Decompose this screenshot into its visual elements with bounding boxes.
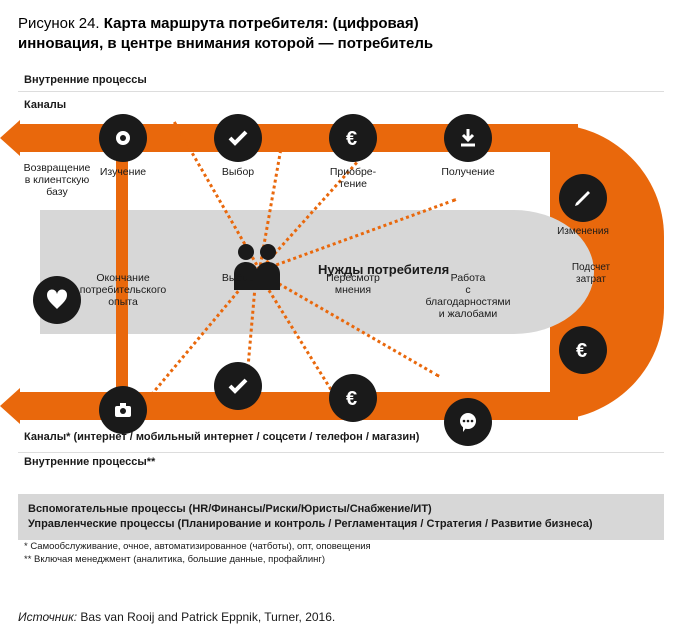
arrow-bottom xyxy=(0,388,20,424)
step-cost: € xyxy=(538,326,628,378)
footnote-2: ** Включая менеджмент (аналитика, больши… xyxy=(24,553,664,566)
step-change: Изменения xyxy=(538,174,628,238)
svg-text:€: € xyxy=(576,340,587,362)
step-end: Окончаниепотребительскогоопыта xyxy=(78,350,168,438)
step-return: Возвращениев клиентскуюбазу xyxy=(12,240,102,328)
people-icon xyxy=(226,238,290,302)
process-line1: Вспомогательные процессы (HR/Финансы/Рис… xyxy=(28,502,654,517)
arrow-top xyxy=(0,120,20,156)
check-icon xyxy=(214,362,262,410)
figure-number: Рисунок 24. xyxy=(18,15,100,32)
step-return-label: Возвращениев клиентскуюбазу xyxy=(12,162,102,198)
heart-icon xyxy=(33,276,81,324)
band-inner-bottom: Внутренние процессы** xyxy=(18,452,664,472)
eye-icon xyxy=(99,114,147,162)
step-cost-label-only: Подсчетзатрат xyxy=(556,262,626,285)
footnote-1: * Самообслуживание, очное, автоматизиров… xyxy=(24,540,664,553)
step-choose: Выбор xyxy=(193,114,283,178)
band-inner-top: Внутренние процессы xyxy=(18,70,664,92)
step-complain-label: Работас благодарностямии жалобами xyxy=(423,272,513,320)
euro-icon: € xyxy=(559,326,607,374)
step-receive-label: Получение xyxy=(423,166,513,178)
band-channels-top: Каналы xyxy=(18,96,664,116)
pencil-icon xyxy=(559,174,607,222)
band-channels-bottom: Каналы* (интернет / мобильный интернет /… xyxy=(18,428,664,448)
euro-icon: € xyxy=(329,114,377,162)
process-line2: Управленческие процессы (Планирование и … xyxy=(28,517,654,532)
footnotes: * Самообслуживание, очное, автоматизиров… xyxy=(24,540,664,567)
step-buy: € Приобре-тение xyxy=(308,114,398,190)
figure-title-line1: Карта маршрута потребителя: (цифровая) xyxy=(104,15,419,32)
step-choose-bottom: Выбор xyxy=(193,350,283,414)
step-review-label: Пересмотрмнения xyxy=(308,272,398,296)
euro-icon: € xyxy=(329,374,377,422)
step-cost-label: Подсчетзатрат xyxy=(556,262,626,285)
step-choose-label: Выбор xyxy=(193,166,283,178)
process-box: Вспомогательные процессы (HR/Финансы/Рис… xyxy=(18,494,664,540)
step-buy-label: Приобре-тение xyxy=(308,166,398,190)
step-choose2-label: Выбор xyxy=(193,272,283,284)
camera-icon xyxy=(99,386,147,434)
svg-text:€: € xyxy=(346,388,357,410)
svg-text:€: € xyxy=(346,128,357,150)
check-icon xyxy=(214,114,262,162)
download-icon xyxy=(444,114,492,162)
source-label: Источник: xyxy=(18,610,77,624)
step-receive: Получение xyxy=(423,114,513,178)
step-change-label: Изменения xyxy=(538,226,628,238)
source: Источник: Bas van Rooij and Patrick Eppn… xyxy=(18,610,335,624)
step-review: Пересмотрмнения € xyxy=(308,350,398,426)
source-text: Bas van Rooij and Patrick Eppnik, Turner… xyxy=(80,610,335,624)
journey-diagram: Внутренние процессы Каналы Нужды потреби… xyxy=(18,70,664,480)
figure-title: Рисунок 24. Карта маршрута потребителя: … xyxy=(0,0,682,59)
figure-title-line2: инновация, в центре внимания которой — п… xyxy=(18,35,433,52)
